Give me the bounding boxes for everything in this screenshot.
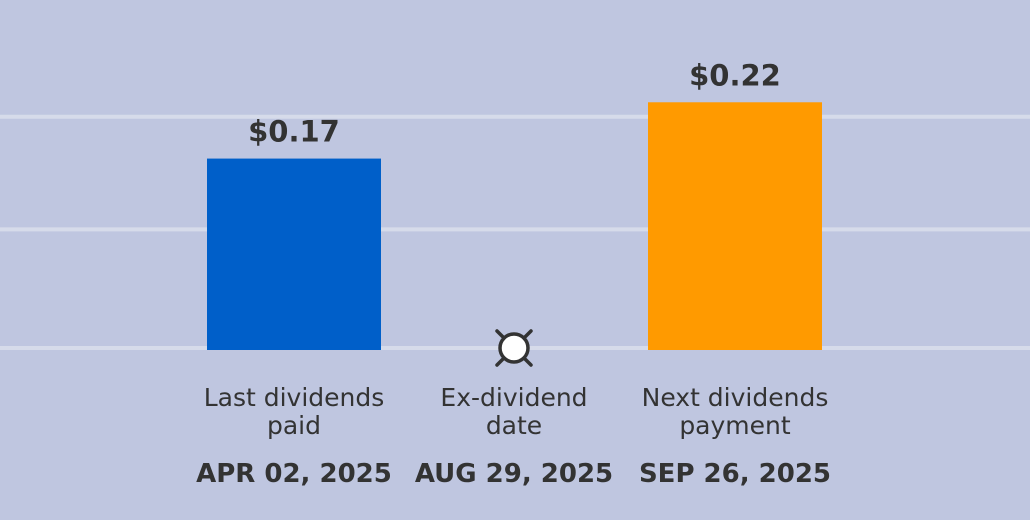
category-label-2-line2: payment bbox=[679, 411, 791, 440]
ex-dividend-marker bbox=[495, 329, 533, 367]
category-label-1-line1: Ex-dividend bbox=[440, 383, 587, 412]
value-label-0: $0.17 bbox=[248, 115, 340, 149]
category-label-0-line2: paid bbox=[267, 411, 321, 440]
bars bbox=[207, 102, 822, 350]
bar-2 bbox=[648, 102, 822, 350]
ex-dividend-marker-icon bbox=[495, 329, 533, 367]
value-label-2: $0.22 bbox=[689, 58, 781, 92]
date-label-0: APR 02, 2025 bbox=[196, 459, 392, 489]
date-label-2: SEP 26, 2025 bbox=[639, 459, 831, 489]
category-label-1-line2: date bbox=[486, 411, 542, 440]
date-label-1: AUG 29, 2025 bbox=[415, 459, 613, 489]
category-label-2-line1: Next dividends bbox=[642, 383, 829, 412]
gridlines bbox=[0, 114, 1030, 350]
category-label-0-line1: Last dividends bbox=[204, 383, 385, 412]
bar-0 bbox=[207, 158, 381, 350]
